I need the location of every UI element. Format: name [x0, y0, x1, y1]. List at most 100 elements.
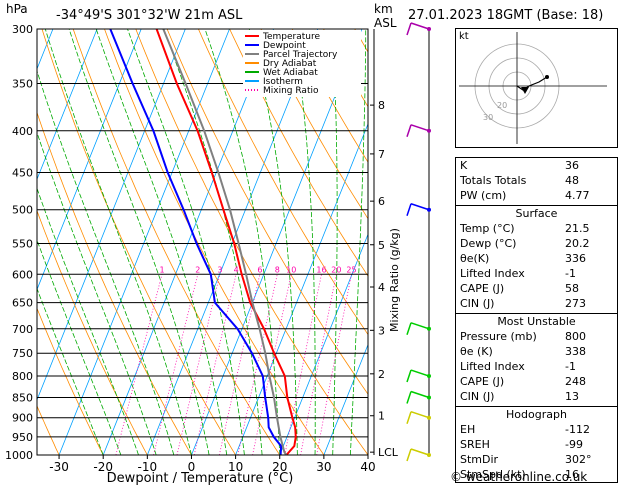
- wind-barb-dot: [427, 374, 431, 379]
- km-tick-label: 3: [378, 324, 385, 337]
- profile-lines: [109, 29, 297, 455]
- km-tick-label: LCL: [378, 446, 399, 459]
- most-unstable-title: Most Unstable: [497, 315, 576, 328]
- hodograph-stat-row: StmSpd (kt) 16: [456, 467, 617, 482]
- pressure-tick-label: 950: [12, 431, 33, 444]
- km-axis-label: km: [374, 2, 393, 16]
- wind-barb-flag: [406, 448, 412, 462]
- isotherm-line: [191, 29, 363, 455]
- mixing-ratio-axis-title: Mixing Ratio (g/kg): [388, 228, 401, 332]
- datetime-title: 27.01.2023 18GMT (Base: 18): [408, 8, 604, 23]
- most-unstable-value: 248: [565, 375, 586, 388]
- index-label: Totals Totals: [460, 174, 527, 187]
- mixing-ratio-line: [300, 274, 337, 455]
- hodograph-stat-label: StmDir: [460, 453, 499, 466]
- mixing-ratio-line: [284, 274, 322, 455]
- wind-barb-flag: [406, 22, 412, 36]
- mixing-ratio-label: 2: [195, 265, 200, 274]
- hodograph-ring-label: 20: [497, 101, 507, 110]
- wind-barb-dot: [427, 207, 431, 212]
- mixing-ratio-line: [316, 274, 352, 455]
- wind-barb: [410, 203, 430, 211]
- pressure-tick-label: 500: [12, 204, 33, 217]
- index-row: Totals Totals 48: [456, 173, 617, 188]
- pressure-tick-label: 400: [12, 125, 33, 138]
- wind-barb-flag: [406, 322, 412, 336]
- most-unstable-row: Lifted Index -1: [456, 359, 617, 374]
- hodograph-stat-label: EH: [460, 423, 476, 436]
- most-unstable-row: θe (K) 338: [456, 344, 617, 359]
- hodograph-title: Hodograph: [506, 408, 567, 421]
- pressure-tick-label: 900: [12, 412, 33, 425]
- wind-barb-dot: [427, 27, 431, 31]
- plot-frame: [36, 28, 369, 456]
- hodograph-plot: kt 20 30: [455, 28, 618, 148]
- hodograph-frame: [455, 28, 618, 148]
- surface-value: 20.2: [565, 237, 590, 250]
- wet-adiabat-line: [37, 69, 175, 455]
- surface-section: Surface Temp (°C) 21.5 Dewp (°C) 20.2 θe(K) 3…: [456, 205, 617, 311]
- mixing-ratio-label: 20: [331, 265, 341, 274]
- pressure-tick-label: 800: [12, 370, 33, 383]
- most-unstable-row: CAPE (J) 248: [456, 374, 617, 389]
- legend-label: Mixing Ratio: [263, 86, 319, 96]
- hodograph-stat-label: StmSpd (kt): [460, 468, 526, 481]
- hpa-axis-label: hPa: [6, 2, 28, 16]
- temp-tick-label: 10: [228, 460, 243, 474]
- temp-tick-label: -30: [49, 460, 69, 474]
- indices-table: K 36 Totals Totals 48 PW (cm) 4.77 Surface Te…: [455, 157, 618, 483]
- surface-row: θe(K) 336: [456, 251, 617, 266]
- most-unstable-value: 338: [565, 345, 586, 358]
- pressure-tick-label: 450: [12, 166, 33, 179]
- wind-barb-dot: [427, 326, 431, 331]
- most-unstable-row: CIN (J) 13: [456, 389, 617, 404]
- background-lines: [37, 29, 450, 455]
- wet-adiabat-line: [248, 29, 298, 455]
- surface-value: -1: [565, 267, 576, 280]
- most-unstable-label: θe (K): [460, 345, 493, 358]
- surface-row: Temp (°C) 21.5: [456, 221, 617, 236]
- surface-value: 21.5: [565, 222, 590, 235]
- temp-tick-label: 40: [360, 460, 375, 474]
- dry-adiabat-line: [449, 29, 450, 455]
- index-label: PW (cm): [460, 189, 507, 202]
- index-row: K 36: [456, 158, 617, 173]
- surface-row: CAPE (J) 58: [456, 281, 617, 296]
- most-unstable-value: 13: [565, 390, 579, 403]
- temp-tick-label: -20: [93, 460, 113, 474]
- index-value: 48: [565, 174, 579, 187]
- most-unstable-label: Pressure (mb): [460, 330, 537, 343]
- wind-barb-flag: [406, 369, 412, 383]
- pressure-tick-label: 700: [12, 323, 33, 336]
- wind-barb-flag: [406, 391, 412, 404]
- wind-barb: [410, 448, 430, 456]
- wind-barb-dot: [427, 395, 431, 400]
- mixing-ratio-line: [252, 274, 292, 455]
- copyright-text: © weatheronline.co.uk: [450, 470, 588, 484]
- wind-barb: [410, 369, 430, 377]
- dry-adiabat-line: [229, 29, 368, 277]
- legend-background: [243, 30, 361, 97]
- hodograph-stat-value: -99: [565, 438, 583, 451]
- wind-barb: [410, 124, 430, 132]
- series-line-temperature: [155, 29, 297, 455]
- pressure-tick-label: 850: [12, 391, 33, 404]
- isotherm-line: [58, 29, 230, 455]
- temp-tick-label: 20: [272, 460, 287, 474]
- most-unstable-label: CAPE (J): [460, 375, 505, 388]
- mixing-ratio-line: [115, 274, 163, 455]
- dry-adiabat-line: [417, 29, 450, 455]
- chart-axes: 1 2 3 4 6 8 10 16 20 2530035040045050055060065070…: [5, 23, 399, 474]
- hodograph-stat-value: 16: [565, 468, 579, 481]
- surface-label: Temp (°C): [460, 222, 515, 235]
- legend-label: Dry Adiabat: [263, 59, 317, 69]
- surface-row: CIN (J) 273: [456, 296, 617, 311]
- mixing-ratio-line: [218, 274, 261, 455]
- hodograph-end-dot: [545, 75, 549, 79]
- isotherm-line: [37, 29, 142, 291]
- most-unstable-value: 800: [565, 330, 586, 343]
- mixing-ratio-label: 3: [217, 265, 222, 274]
- isotherm-line: [102, 29, 274, 455]
- pressure-tick-label: 1000: [5, 449, 33, 462]
- wind-barb-dot: [427, 415, 431, 420]
